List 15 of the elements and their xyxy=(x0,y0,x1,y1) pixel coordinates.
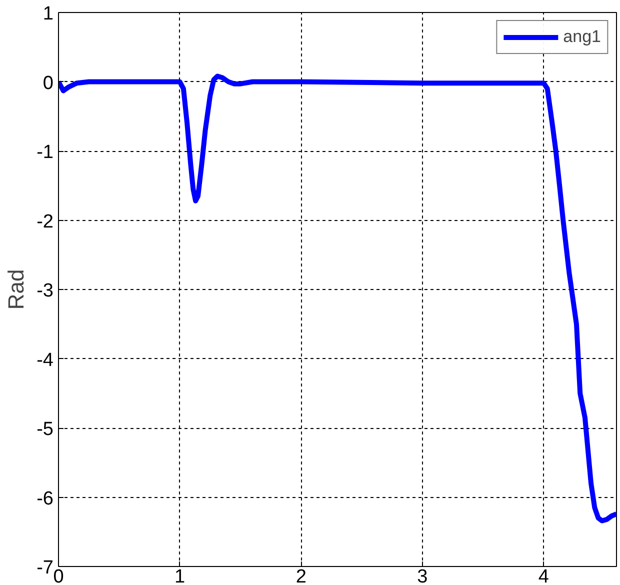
y-tick-label: -2 xyxy=(36,211,54,232)
y-tick-label: -5 xyxy=(36,419,54,440)
y-tick-label: -6 xyxy=(36,488,54,510)
x-tick-label: 4 xyxy=(538,566,550,585)
y-tick-label: -7 xyxy=(36,558,54,578)
legend-label: ang1 xyxy=(563,27,601,47)
y-tick-label: -3 xyxy=(36,280,54,302)
y-tick-label: 0 xyxy=(42,72,54,94)
y-tick-label: 1 xyxy=(42,4,54,24)
y-tick-label: -4 xyxy=(36,350,54,371)
y-tick-label: -1 xyxy=(36,142,54,163)
y-axis-title: Rad xyxy=(4,269,29,310)
x-tick-label: 3 xyxy=(417,566,428,585)
x-tick-label: 1 xyxy=(174,566,186,585)
x-tick-label: 2 xyxy=(296,566,306,585)
